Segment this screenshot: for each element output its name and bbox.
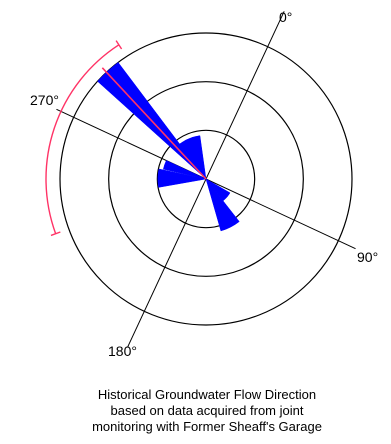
label-0-deg: 0° <box>279 9 292 25</box>
label-270-deg: 270° <box>30 92 59 108</box>
range-arc <box>45 44 120 234</box>
range-arc-end-tick <box>115 40 123 50</box>
caption-line-2: based on data acquired from joint <box>111 403 304 418</box>
caption-line-3: monitoring with Former Sheaff's Garage <box>92 419 322 434</box>
caption-line-1: Historical Groundwater Flow Direction <box>98 387 316 402</box>
label-90-deg: 90° <box>357 249 378 265</box>
flow-bin-4 <box>157 168 207 188</box>
range-rings <box>59 32 353 326</box>
mean-direction <box>101 67 207 180</box>
ring-2 <box>108 81 304 277</box>
mean-direction-line <box>101 67 207 180</box>
direction-range-arc <box>45 40 123 237</box>
caption: Historical Groundwater Flow Direction ba… <box>92 387 322 434</box>
flow-bin-2 <box>173 135 207 180</box>
ring-1 <box>156 129 256 229</box>
flow-bin-3 <box>163 160 207 180</box>
flow-bins <box>97 62 240 232</box>
range-arc-start-tick <box>50 231 61 237</box>
flow-bin-6 <box>205 178 231 202</box>
flow-bin-5 <box>205 178 240 232</box>
ring-3 <box>59 32 353 326</box>
label-180-deg: 180° <box>108 343 137 359</box>
